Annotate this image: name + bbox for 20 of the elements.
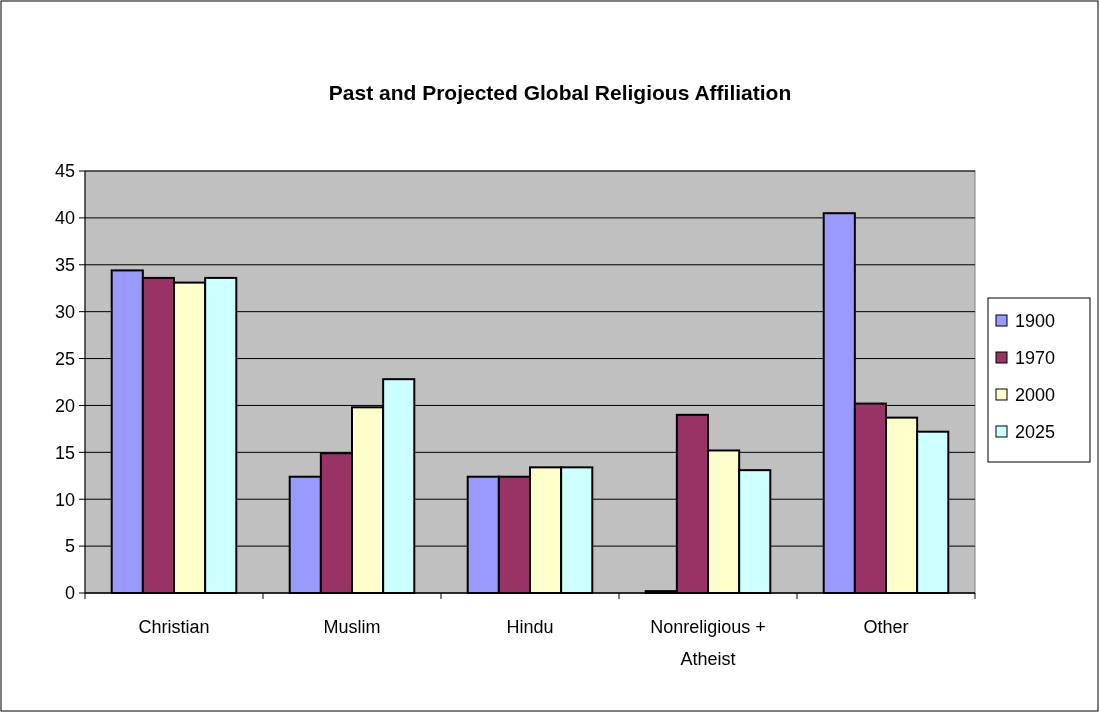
x-tick-label: Hindu (506, 617, 554, 637)
legend-label: 2025 (1015, 422, 1056, 443)
y-tick-label: 30 (54, 301, 75, 322)
legend-label: 1970 (1015, 348, 1056, 369)
y-tick-label: 10 (54, 489, 75, 510)
x-tick-label: Christian (138, 617, 210, 637)
y-tick-label: 20 (54, 395, 75, 416)
y-tick-label: 15 (54, 442, 75, 463)
y-tick-label: 45 (54, 161, 75, 182)
chart-title: Past and Projected Global Religious Affiliation (328, 81, 792, 104)
x-tick-label: Muslim (323, 617, 381, 637)
y-tick-label: 40 (54, 208, 75, 229)
y-tick-label: 5 (64, 536, 75, 557)
legend-label: 2000 (1015, 385, 1056, 406)
y-tick-label: 35 (54, 255, 75, 276)
legend-label: 1900 (1015, 311, 1056, 332)
x-tick-label: Nonreligious + Atheist (650, 617, 766, 669)
y-tick-label: 25 (54, 348, 75, 369)
x-tick-label: Other (863, 617, 909, 637)
y-tick-label: 0 (64, 583, 75, 604)
